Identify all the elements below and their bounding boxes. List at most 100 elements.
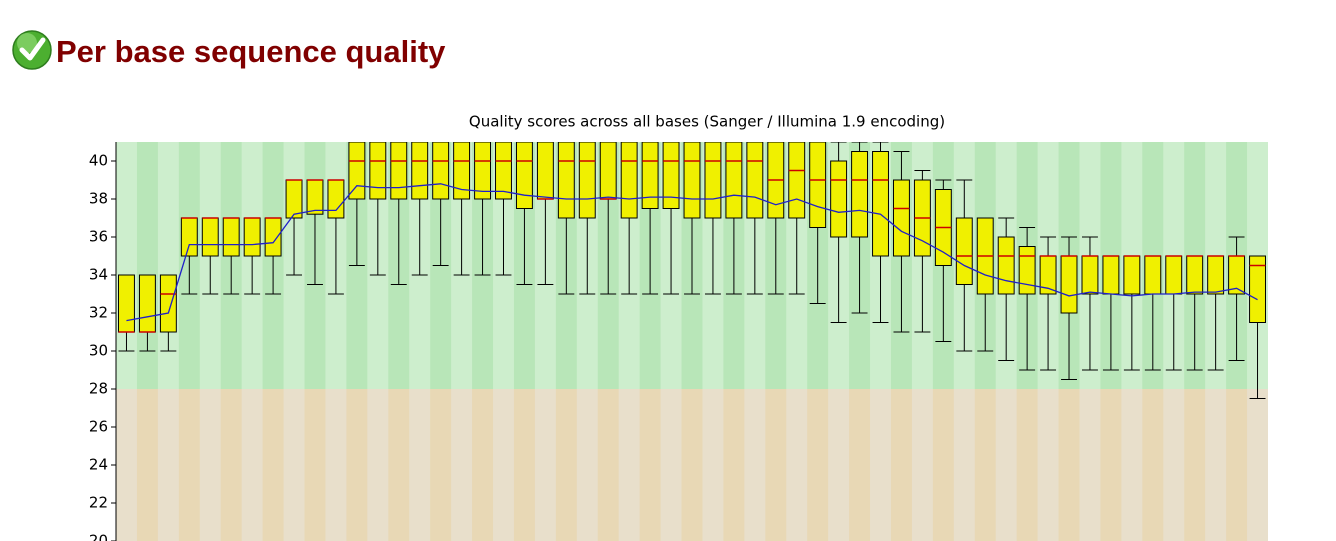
box: [495, 142, 512, 200]
quality-zone: [1163, 389, 1185, 541]
box: [892, 179, 910, 257]
quality-zone: [1016, 389, 1039, 541]
quality-zone: [849, 389, 871, 541]
y-tick-label: 26: [89, 418, 108, 436]
box: [1165, 255, 1183, 295]
box: [285, 179, 303, 219]
box: [641, 142, 659, 209]
quality-zone: [1079, 389, 1101, 541]
box: [201, 217, 219, 257]
box: [1186, 255, 1204, 295]
box: [411, 142, 429, 200]
quality-zone: [493, 389, 515, 541]
box: [348, 142, 366, 200]
quality-zone: [136, 142, 159, 389]
quality-zone: [367, 389, 389, 541]
y-tick-label: 32: [89, 304, 108, 322]
quality-zone: [283, 389, 306, 541]
box: [515, 142, 533, 209]
quality-zone: [178, 389, 201, 541]
box: [683, 142, 701, 219]
mean-line: [126, 183, 1258, 322]
box: [830, 160, 848, 238]
quality-zone: [555, 389, 578, 541]
box: [1249, 255, 1266, 323]
box: [662, 142, 680, 209]
y-tick-label: 34: [89, 266, 108, 284]
box: [788, 142, 806, 219]
quality-zone: [325, 389, 347, 541]
quality-zone: [1037, 389, 1060, 541]
box: [159, 274, 177, 333]
box: [369, 142, 387, 200]
box: [851, 151, 869, 238]
quality-zone: [157, 389, 180, 541]
y-tick-label: 30: [89, 342, 108, 360]
quality-zone: [953, 389, 976, 541]
quality-zone: [262, 389, 285, 541]
quality-zone: [451, 389, 473, 541]
quality-zone: [890, 389, 913, 541]
box: [306, 179, 324, 215]
quality-zone: [995, 389, 1018, 541]
box: [390, 142, 408, 200]
quality-zone: [1100, 389, 1122, 541]
y-tick-label: 24: [89, 456, 108, 474]
y-tick-label: 38: [89, 190, 108, 208]
box: [138, 274, 156, 333]
box: [1102, 255, 1120, 295]
quality-zone: [199, 389, 222, 541]
quality-zone: [157, 142, 180, 389]
quality-zone: [304, 389, 326, 541]
box: [327, 179, 345, 219]
quality-zone: [1058, 389, 1080, 541]
box: [474, 142, 492, 200]
quality-zone: [744, 389, 766, 541]
quality-zone: [1247, 389, 1268, 541]
box: [243, 217, 261, 257]
box: [704, 142, 722, 219]
quality-zone: [807, 389, 829, 541]
box: [118, 274, 135, 333]
box: [453, 142, 471, 200]
quality-zone: [723, 389, 745, 541]
quality-zone: [1142, 389, 1164, 541]
box: [1144, 255, 1162, 295]
box: [264, 217, 282, 257]
y-tick-label: 36: [89, 228, 108, 246]
quality-zone: [1121, 389, 1143, 541]
box: [578, 142, 596, 219]
y-tick-label: 22: [89, 494, 108, 512]
status-icon: [12, 30, 52, 70]
box: [1081, 255, 1099, 295]
quality-zone: [534, 389, 557, 541]
box: [536, 142, 554, 200]
box: [1123, 255, 1141, 295]
quality-zone: [639, 389, 662, 541]
quality-zone: [430, 389, 452, 541]
quality-zone: [702, 389, 724, 541]
box: [809, 142, 827, 228]
plot-area: [116, 142, 1268, 541]
quality-zone: [346, 389, 368, 541]
quality-zone: [472, 389, 494, 541]
quality-zone: [660, 389, 683, 541]
quality-zone: [513, 389, 536, 541]
box: [725, 142, 743, 219]
quality-zone: [597, 389, 620, 541]
quality-zone: [1184, 389, 1206, 541]
quality-zone: [974, 389, 997, 541]
box: [599, 142, 617, 200]
quality-zone: [409, 389, 431, 541]
chart-title: Quality scores across all bases (Sanger …: [469, 113, 945, 131]
box: [620, 142, 638, 219]
quality-zone: [116, 142, 138, 389]
quality-zone: [911, 389, 934, 541]
quality-zone: [241, 389, 264, 541]
box: [872, 151, 889, 257]
box: [1207, 255, 1225, 295]
quality-zone: [388, 389, 410, 541]
box: [746, 142, 764, 219]
